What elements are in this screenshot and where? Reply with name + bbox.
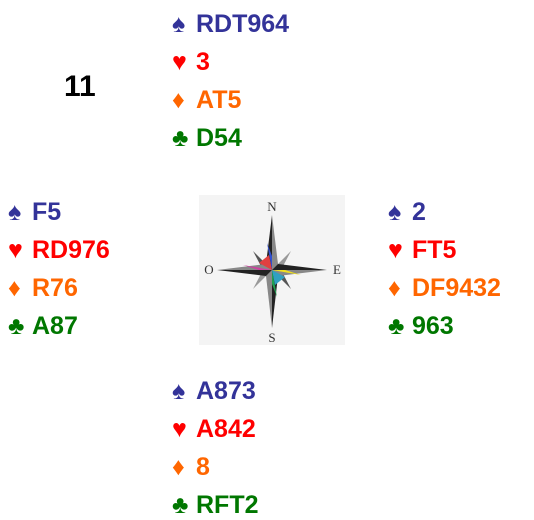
suit-line: ♣A87 — [8, 307, 110, 345]
bridge-diagram: 11 ♠RDT964♥3♦AT5♣D54 ♠F5♥RD976♦R76♣A87 ♠… — [0, 0, 534, 520]
board-number: 11 — [64, 70, 96, 104]
suit-line: ♠F5 — [8, 193, 110, 231]
cards: 8 — [196, 453, 210, 481]
hand-west: ♠F5♥RD976♦R76♣A87 — [8, 193, 110, 345]
suit-symbol: ♦ — [172, 81, 196, 119]
hand-north: ♠RDT964♥3♦AT5♣D54 — [172, 5, 289, 157]
cards: RFT2 — [196, 491, 259, 519]
suit-line: ♠A873 — [172, 372, 259, 410]
cards: RDT964 — [196, 10, 289, 38]
compass-rose: N S O E — [197, 193, 347, 347]
cards: A873 — [196, 377, 256, 405]
compass-s: S — [268, 330, 275, 345]
cards: 963 — [412, 312, 454, 340]
suit-symbol: ♠ — [388, 193, 412, 231]
cards: DF9432 — [412, 274, 501, 302]
suit-symbol: ♣ — [172, 119, 196, 157]
cards: AT5 — [196, 86, 241, 114]
suit-line: ♦R76 — [8, 269, 110, 307]
suit-symbol: ♦ — [388, 269, 412, 307]
cards: FT5 — [412, 236, 456, 264]
cards: 2 — [412, 198, 426, 226]
suit-line: ♦8 — [172, 448, 259, 486]
compass-o: O — [204, 262, 213, 277]
suit-symbol: ♣ — [172, 486, 196, 520]
suit-symbol: ♥ — [172, 43, 196, 81]
hand-east: ♠2♥FT5♦DF9432♣963 — [388, 193, 501, 345]
suit-symbol: ♠ — [172, 372, 196, 410]
suit-symbol: ♠ — [8, 193, 32, 231]
cards: RD976 — [32, 236, 110, 264]
suit-line: ♣D54 — [172, 119, 289, 157]
hand-south: ♠A873♥A842♦8♣RFT2 — [172, 372, 259, 520]
suit-line: ♦AT5 — [172, 81, 289, 119]
suit-symbol: ♥ — [8, 231, 32, 269]
cards: A87 — [32, 312, 78, 340]
cards: D54 — [196, 124, 242, 152]
cards: A842 — [196, 415, 256, 443]
suit-line: ♥A842 — [172, 410, 259, 448]
suit-line: ♥FT5 — [388, 231, 501, 269]
suit-symbol: ♦ — [172, 448, 196, 486]
suit-line: ♥RD976 — [8, 231, 110, 269]
suit-symbol: ♦ — [8, 269, 32, 307]
suit-symbol: ♣ — [8, 307, 32, 345]
suit-symbol: ♥ — [172, 410, 196, 448]
compass-n: N — [267, 199, 277, 214]
suit-line: ♠2 — [388, 193, 501, 231]
cards: F5 — [32, 198, 61, 226]
cards: 3 — [196, 48, 210, 76]
suit-symbol: ♠ — [172, 5, 196, 43]
suit-line: ♠RDT964 — [172, 5, 289, 43]
suit-line: ♣963 — [388, 307, 501, 345]
cards: R76 — [32, 274, 78, 302]
suit-line: ♦DF9432 — [388, 269, 501, 307]
suit-symbol: ♣ — [388, 307, 412, 345]
suit-line: ♣RFT2 — [172, 486, 259, 520]
compass-e: E — [333, 262, 341, 277]
suit-symbol: ♥ — [388, 231, 412, 269]
suit-line: ♥3 — [172, 43, 289, 81]
